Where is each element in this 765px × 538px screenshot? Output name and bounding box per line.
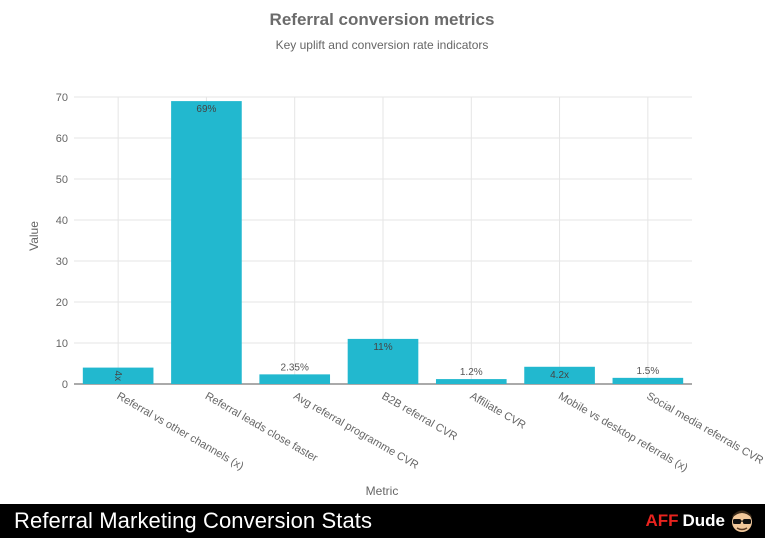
brand-logo: AFF Dude: [645, 508, 755, 534]
x-tick-label: B2B referral CVR: [380, 390, 460, 443]
y-tick-label: 20: [56, 297, 68, 309]
y-tick-label: 0: [62, 379, 68, 391]
data-label: 1.2%: [460, 367, 483, 378]
bar: [171, 101, 242, 384]
chart-title: Referral conversion metrics: [270, 10, 495, 29]
dude-face-icon: [732, 510, 752, 532]
brand-dude-text: Dude: [682, 511, 726, 530]
bar: [347, 338, 419, 384]
footer-title: Referral Marketing Conversion Stats: [14, 508, 373, 533]
bar: [259, 374, 331, 384]
data-label: 1.5%: [636, 366, 659, 377]
bar: [524, 366, 595, 384]
footer-bar: Referral Marketing Conversion Stats AFF …: [0, 504, 765, 538]
x-axis-label: Metric: [366, 484, 399, 498]
bar: [612, 377, 684, 384]
bar: [82, 367, 154, 384]
brand-aff-text: AFF: [645, 511, 679, 530]
y-tick-label: 60: [56, 133, 68, 145]
data-labels: 4x 69% 2.35% 11% 1.2% 4.2x 1.5%: [112, 104, 659, 381]
y-tick-label: 10: [56, 338, 68, 350]
chart: Referral conversion metrics Key uplift a…: [27, 10, 765, 498]
y-tick-label: 40: [56, 215, 68, 227]
chart-subtitle: Key uplift and conversion rate indicator…: [276, 38, 489, 52]
y-tick-label: 70: [56, 92, 68, 104]
y-tick-label: 30: [56, 256, 68, 268]
bars: [82, 101, 684, 384]
data-label: 4x: [112, 371, 123, 382]
bar: [435, 379, 507, 384]
y-tick-label: 50: [56, 174, 68, 186]
data-label: 69%: [196, 104, 216, 115]
y-axis-label: Value: [27, 221, 41, 251]
data-label: 2.35%: [281, 362, 309, 373]
data-label: 4.2x: [550, 370, 569, 381]
x-tick-label: Affiliate CVR: [468, 390, 528, 431]
data-label: 11%: [373, 342, 392, 353]
